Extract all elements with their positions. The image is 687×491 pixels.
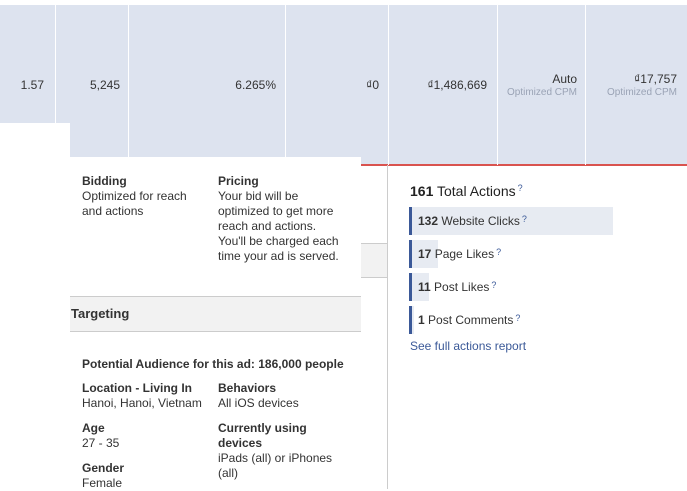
stat: ₫1,486,669 — [427, 78, 487, 92]
devices: Currently using devices iPads (all) or iP… — [218, 421, 348, 481]
action-row: 17 Page Likes? — [409, 240, 613, 268]
price-note: Optimized CPM — [606, 87, 677, 98]
action-row: 1 Post Comments? — [409, 306, 613, 334]
bidding-text: Optimized for reach and actions — [82, 189, 187, 218]
background-strip — [361, 243, 388, 278]
behaviors-label: Behaviors — [218, 381, 277, 395]
help-icon[interactable]: ? — [496, 247, 502, 257]
behaviors-text: All iOS devices — [218, 396, 299, 410]
age: Age 27 - 35 — [82, 421, 212, 451]
action-label: Website Clicks — [441, 214, 520, 228]
actions-report-link[interactable]: See full actions report — [410, 339, 527, 353]
gender-text: Female — [82, 476, 123, 490]
behaviors: Behaviors All iOS devices — [218, 381, 348, 411]
action-row: 11 Post Likes? — [409, 273, 613, 301]
age-label: Age — [82, 421, 105, 435]
age-text: 27 - 35 — [82, 436, 120, 450]
separator — [285, 5, 286, 157]
action-label: Post Likes — [434, 280, 490, 294]
total-label: Total Actions — [437, 183, 516, 199]
action-bar — [412, 207, 613, 235]
stat: 5,245 — [89, 78, 120, 92]
price-value: ₫17,757 — [634, 72, 677, 86]
stat: 6.265% — [235, 78, 276, 92]
separator — [497, 5, 498, 165]
location-text: Hanoi, Hanoi, Vietnam — [82, 396, 202, 410]
audience: Potential Audience for this ad: 186,000 … — [82, 357, 344, 371]
bidding-label: Bidding — [82, 174, 127, 188]
location: Location - Living In Hanoi, Hanoi, Vietna… — [82, 381, 212, 411]
help-icon[interactable]: ? — [517, 183, 523, 193]
action-count: 11 — [418, 280, 431, 294]
action-bar — [412, 240, 438, 268]
separator — [128, 5, 129, 157]
action-text: 11 Post Likes? — [418, 280, 496, 294]
total-actions: 161 Total Actions? — [410, 183, 523, 199]
gender-label: Gender — [82, 461, 125, 475]
action-label: Post Comments — [428, 313, 514, 327]
total-count: 161 — [410, 183, 434, 199]
action-label: Page Likes — [434, 247, 495, 261]
targeting-header — [70, 296, 361, 332]
gender: Gender Female — [82, 461, 212, 491]
help-icon[interactable]: ? — [521, 214, 527, 224]
bid: Auto Optimized CPM — [507, 72, 577, 98]
bid-note: Optimized CPM — [506, 87, 577, 98]
separator — [388, 5, 389, 165]
bid-value: Auto — [552, 72, 577, 86]
location-label: Location - Living In — [82, 381, 192, 395]
action-bar — [412, 306, 414, 334]
separator — [55, 5, 56, 123]
action-text: 132 Website Clicks? — [418, 214, 527, 228]
help-icon[interactable]: ? — [491, 280, 497, 290]
devices-text: iPads (all) or iPhones (all) — [218, 451, 333, 480]
devices-label: Currently using devices — [218, 421, 307, 450]
action-text: 1 Post Comments? — [418, 313, 520, 327]
separator — [585, 5, 586, 165]
divider — [361, 164, 687, 166]
panel-border — [387, 165, 388, 489]
stats-band — [70, 5, 687, 165]
targeting-title: Targeting — [71, 306, 130, 321]
action-row: 132 Website Clicks? — [409, 207, 613, 235]
action-count: 1 — [418, 313, 425, 327]
action-count: 132 — [418, 214, 439, 228]
action-bar — [412, 273, 429, 301]
action-text: 17 Page Likes? — [418, 247, 501, 261]
pricing-text: Your bid will be optimized to get more r… — [218, 189, 339, 263]
pricing: Pricing Your bid will be optimized to get… — [218, 174, 346, 264]
help-icon[interactable]: ? — [515, 313, 521, 323]
pricing-label: Pricing — [218, 174, 259, 188]
stats-band — [0, 5, 70, 123]
stat: ₫0 — [366, 78, 379, 92]
action-count: 17 — [418, 247, 432, 261]
stat: 1.57 — [20, 78, 44, 92]
bidding: Bidding Optimized for reach and actions — [82, 174, 200, 219]
price: ₫17,757 Optimized CPM — [607, 72, 677, 98]
